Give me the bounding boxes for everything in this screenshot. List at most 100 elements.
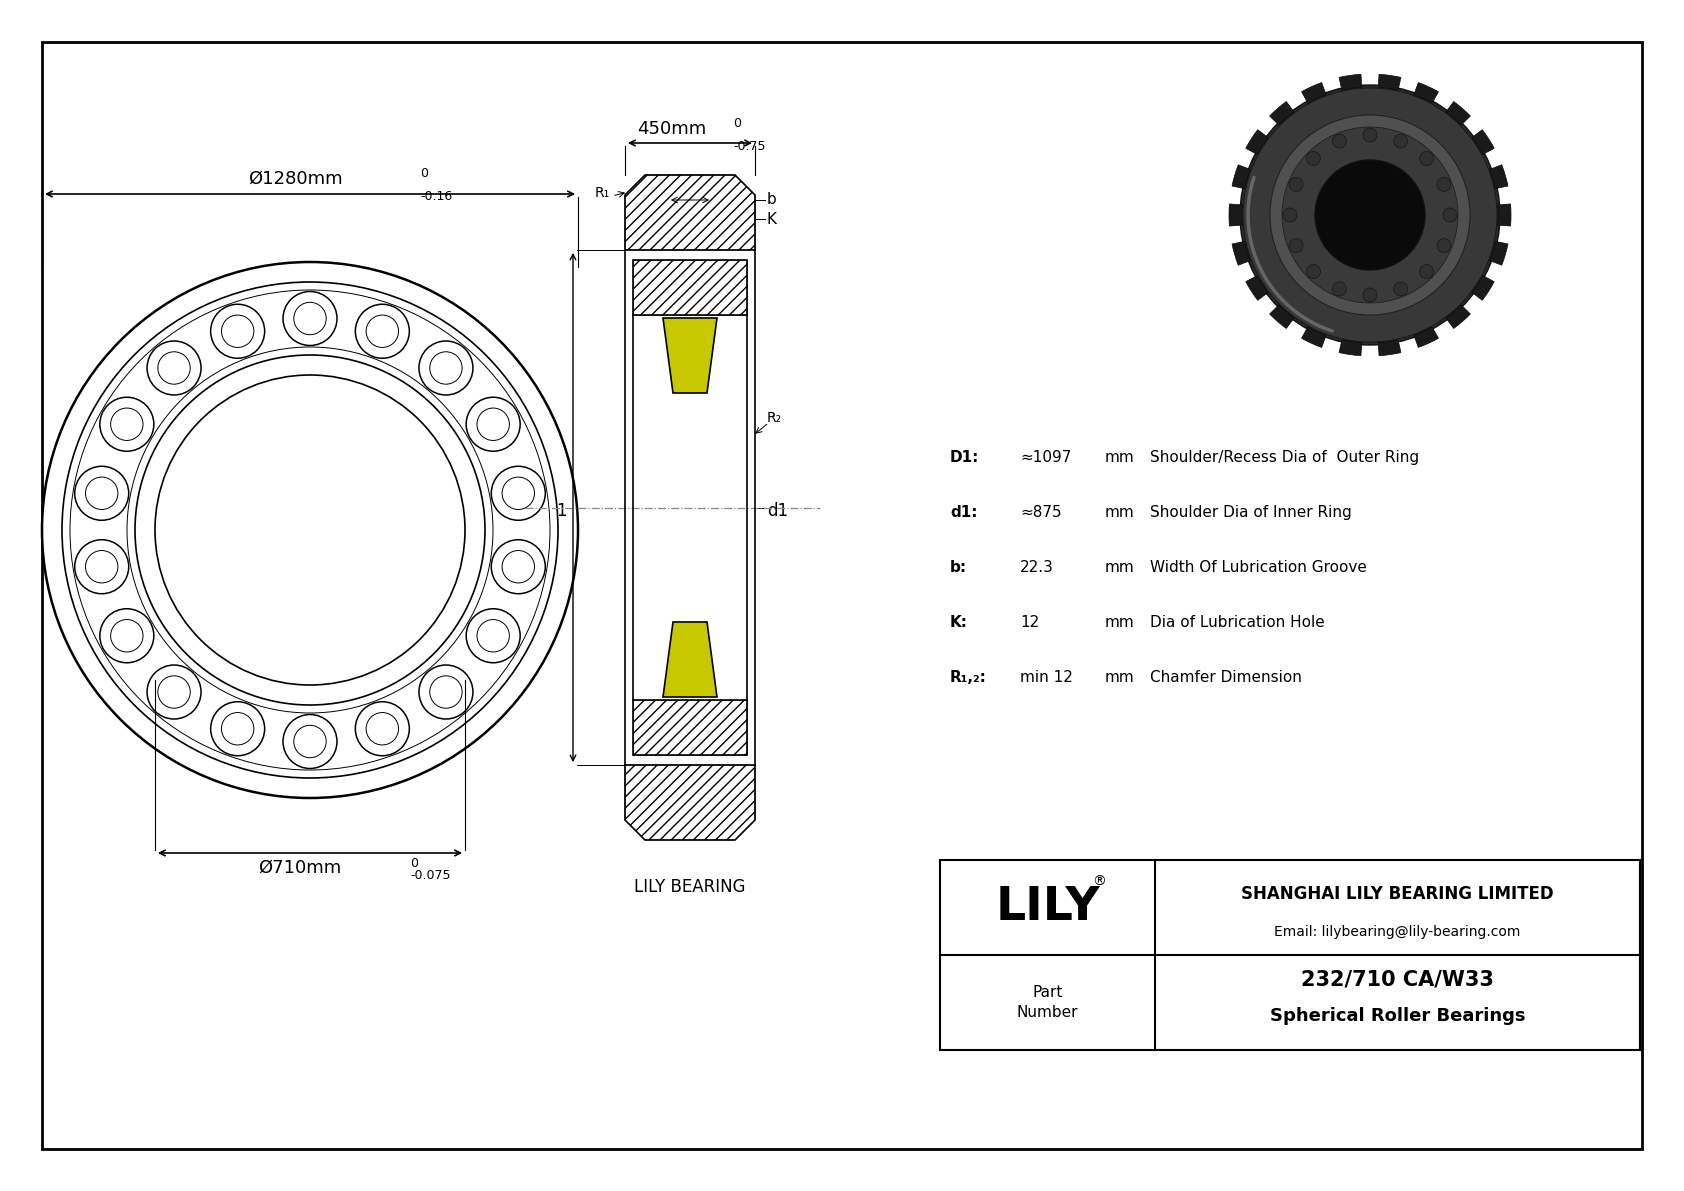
Wedge shape bbox=[1472, 130, 1494, 155]
Text: b:: b: bbox=[950, 560, 967, 575]
Circle shape bbox=[466, 609, 520, 662]
Circle shape bbox=[86, 478, 118, 510]
Circle shape bbox=[155, 375, 465, 685]
Wedge shape bbox=[1415, 326, 1438, 348]
Wedge shape bbox=[1490, 164, 1507, 188]
Text: D1: D1 bbox=[544, 501, 568, 519]
Circle shape bbox=[365, 316, 399, 348]
Wedge shape bbox=[1233, 164, 1251, 188]
Circle shape bbox=[293, 725, 327, 757]
Wedge shape bbox=[1490, 242, 1507, 266]
Circle shape bbox=[1307, 264, 1320, 279]
Text: D1:: D1: bbox=[950, 450, 980, 464]
Wedge shape bbox=[1246, 275, 1268, 300]
Circle shape bbox=[355, 701, 409, 756]
Text: Email: lilybearing@lily-bearing.com: Email: lilybearing@lily-bearing.com bbox=[1275, 925, 1521, 940]
Text: Part
Number: Part Number bbox=[1017, 985, 1078, 1019]
Circle shape bbox=[502, 550, 534, 582]
Circle shape bbox=[74, 466, 128, 520]
Text: mm: mm bbox=[1105, 671, 1135, 685]
Circle shape bbox=[429, 351, 461, 385]
Bar bbox=[940, 860, 1640, 1050]
Circle shape bbox=[210, 701, 264, 756]
Text: -0.75: -0.75 bbox=[733, 141, 766, 152]
Circle shape bbox=[86, 550, 118, 582]
Text: 0: 0 bbox=[733, 117, 741, 130]
Wedge shape bbox=[1246, 130, 1268, 155]
Circle shape bbox=[429, 675, 461, 709]
Wedge shape bbox=[1229, 204, 1243, 226]
Wedge shape bbox=[1302, 326, 1325, 348]
Circle shape bbox=[283, 292, 337, 345]
Circle shape bbox=[1420, 264, 1433, 279]
Wedge shape bbox=[1415, 82, 1438, 104]
Text: Ø1280mm: Ø1280mm bbox=[248, 170, 342, 188]
Circle shape bbox=[74, 540, 128, 594]
Circle shape bbox=[99, 609, 153, 662]
Circle shape bbox=[293, 303, 327, 335]
Wedge shape bbox=[1233, 242, 1251, 266]
Circle shape bbox=[1332, 282, 1347, 295]
Circle shape bbox=[419, 341, 473, 395]
Circle shape bbox=[492, 466, 546, 520]
Circle shape bbox=[1282, 127, 1458, 303]
Wedge shape bbox=[1447, 101, 1470, 125]
Circle shape bbox=[62, 282, 557, 778]
Polygon shape bbox=[625, 175, 754, 250]
Wedge shape bbox=[1270, 101, 1293, 125]
Wedge shape bbox=[1339, 339, 1362, 356]
Wedge shape bbox=[1270, 305, 1293, 329]
Circle shape bbox=[283, 715, 337, 768]
Circle shape bbox=[99, 398, 153, 451]
Text: 0: 0 bbox=[419, 167, 428, 180]
Circle shape bbox=[111, 619, 143, 651]
Polygon shape bbox=[625, 765, 754, 840]
Polygon shape bbox=[663, 318, 717, 393]
Circle shape bbox=[158, 351, 190, 385]
Polygon shape bbox=[633, 700, 748, 755]
Circle shape bbox=[477, 619, 509, 651]
Text: K: K bbox=[766, 212, 776, 226]
Wedge shape bbox=[1339, 74, 1362, 91]
Text: b: b bbox=[766, 193, 776, 207]
Polygon shape bbox=[663, 622, 717, 697]
Text: R₂: R₂ bbox=[766, 411, 781, 424]
Wedge shape bbox=[1472, 275, 1494, 300]
Text: LILY BEARING: LILY BEARING bbox=[635, 878, 746, 896]
Circle shape bbox=[1288, 238, 1303, 252]
Circle shape bbox=[477, 409, 509, 441]
Wedge shape bbox=[1378, 74, 1401, 91]
Text: SHANGHAI LILY BEARING LIMITED: SHANGHAI LILY BEARING LIMITED bbox=[1241, 885, 1554, 903]
Text: Shoulder/Recess Dia of  Outer Ring: Shoulder/Recess Dia of Outer Ring bbox=[1150, 450, 1420, 464]
Text: ≈875: ≈875 bbox=[1021, 505, 1061, 520]
Circle shape bbox=[1243, 88, 1497, 342]
Circle shape bbox=[1436, 177, 1452, 192]
Circle shape bbox=[365, 712, 399, 744]
Circle shape bbox=[419, 665, 473, 719]
Text: min 12: min 12 bbox=[1021, 671, 1073, 685]
Text: mm: mm bbox=[1105, 560, 1135, 575]
Text: mm: mm bbox=[1105, 450, 1135, 464]
Circle shape bbox=[1443, 208, 1457, 222]
Circle shape bbox=[1394, 135, 1408, 148]
Circle shape bbox=[158, 675, 190, 709]
Circle shape bbox=[466, 398, 520, 451]
Circle shape bbox=[355, 304, 409, 358]
Text: 450mm: 450mm bbox=[637, 120, 707, 138]
Circle shape bbox=[492, 540, 546, 594]
Circle shape bbox=[1394, 282, 1408, 295]
Text: mm: mm bbox=[1105, 615, 1135, 630]
Circle shape bbox=[1288, 177, 1303, 192]
Text: 12: 12 bbox=[1021, 615, 1039, 630]
Text: mm: mm bbox=[1105, 505, 1135, 520]
Text: -0.16: -0.16 bbox=[419, 191, 453, 202]
Circle shape bbox=[222, 316, 254, 348]
Text: Dia of Lubrication Hole: Dia of Lubrication Hole bbox=[1150, 615, 1325, 630]
Text: Chamfer Dimension: Chamfer Dimension bbox=[1150, 671, 1302, 685]
Text: ®: ® bbox=[1093, 874, 1106, 888]
Circle shape bbox=[147, 665, 200, 719]
Text: K:: K: bbox=[950, 615, 968, 630]
Circle shape bbox=[42, 262, 578, 798]
Wedge shape bbox=[1378, 339, 1401, 356]
Text: -0.075: -0.075 bbox=[409, 869, 451, 883]
